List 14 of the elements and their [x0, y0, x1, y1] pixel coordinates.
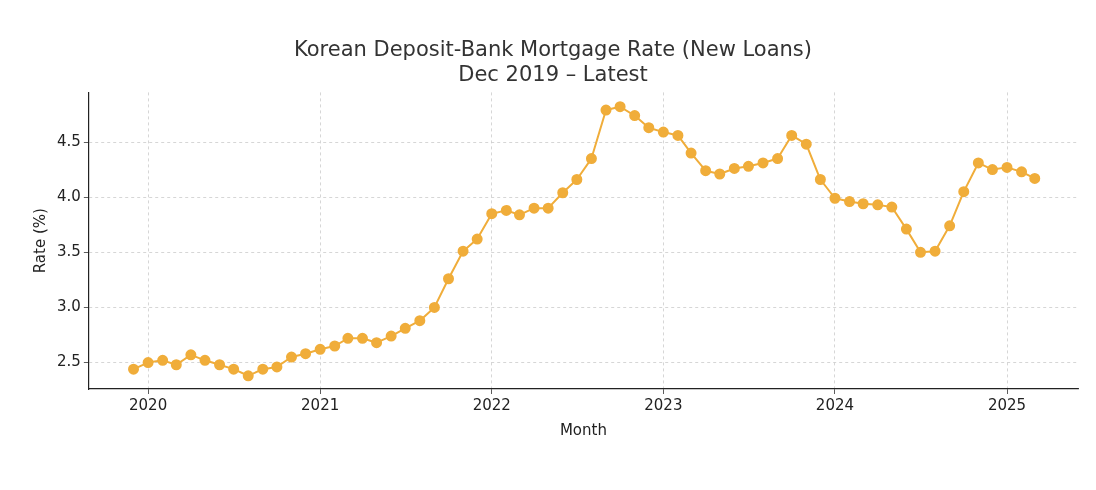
y-axis-title: Rate (%): [30, 208, 49, 274]
x-tick-label: 2024: [815, 395, 855, 414]
y-tick-label: 4.0: [57, 187, 81, 206]
y-tick-label: 4.5: [57, 131, 81, 150]
x-tick-label: 2021: [301, 395, 340, 414]
x-tick-label: 2025: [987, 395, 1027, 414]
x-tick-label: 2022: [472, 395, 511, 414]
chart-title: Korean Deposit-Bank Mortgage Rate (New Loans) Dec 2019 – Latest: [294, 37, 812, 87]
x-tick-label: 2020: [129, 395, 168, 414]
x-tick-label: 2023: [644, 395, 683, 414]
y-tick-label: 3.0: [57, 297, 81, 316]
y-tick-label: 3.5: [57, 242, 81, 261]
y-tick-label: 2.5: [57, 352, 81, 371]
x-axis-title: Month: [559, 420, 607, 439]
